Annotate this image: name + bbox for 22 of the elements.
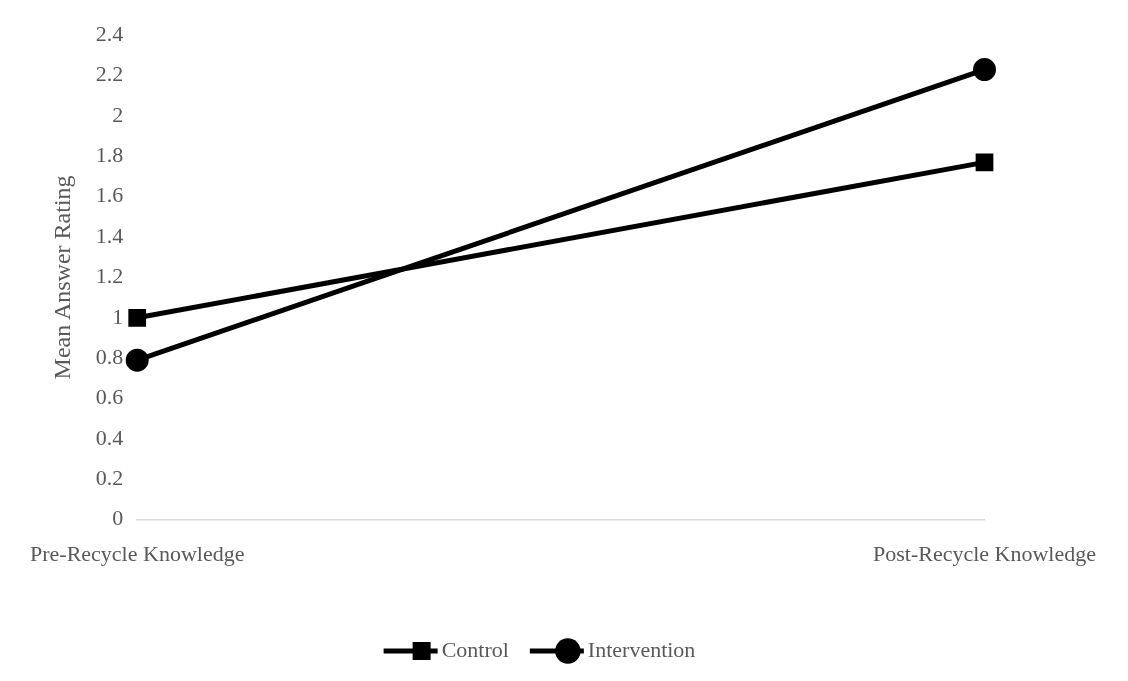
- y-tick-label: 2: [112, 101, 124, 127]
- legend-label: Control: [441, 636, 509, 662]
- y-tick-label: 0.4: [95, 424, 124, 450]
- legend-label: Intervention: [587, 636, 696, 662]
- y-tick-label: 1.4: [95, 222, 124, 248]
- y-tick-label: 2.2: [95, 61, 124, 87]
- y-tick-label: 2.4: [95, 20, 124, 46]
- y-axis-title: Mean Answer Rating: [48, 175, 75, 380]
- x-tick-label: Post-Recycle Knowledge: [873, 540, 1096, 566]
- y-tick-label: 0.6: [95, 384, 124, 410]
- point: [975, 153, 994, 172]
- x-tick-label: Pre-Recycle Knowledge: [30, 540, 245, 566]
- y-tick-label: 1: [112, 303, 124, 329]
- point: [125, 348, 149, 372]
- y-tick-label: 1.2: [95, 263, 124, 289]
- y-tick-label: 0: [112, 505, 124, 531]
- y-tick-label: 0.2: [95, 465, 124, 491]
- y-tick-label: 1.6: [95, 182, 124, 208]
- y-tick-label: 1.8: [95, 142, 124, 168]
- point: [128, 308, 147, 327]
- point: [973, 58, 996, 82]
- y-tick-label: 0.8: [95, 343, 124, 369]
